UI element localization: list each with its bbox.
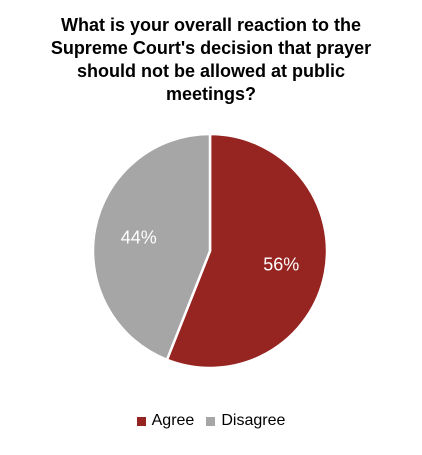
legend-label-agree: Agree	[151, 412, 195, 429]
pie-slice-disagree	[91, 132, 212, 362]
data-label-disagree: 44%	[121, 227, 157, 247]
legend-swatch-disagree	[206, 416, 216, 426]
data-label-agree: 56%	[263, 255, 299, 275]
legend-item-disagree: Disagree	[206, 412, 285, 430]
legend: Agree Disagree	[0, 412, 422, 430]
legend-swatch-agree	[136, 416, 146, 426]
pie-slice-agree	[165, 132, 329, 370]
legend-item-agree: Agree	[136, 412, 195, 430]
chart-title: What is your overall reaction to the Sup…	[50, 15, 372, 104]
legend-label-disagree: Disagree	[221, 412, 286, 429]
